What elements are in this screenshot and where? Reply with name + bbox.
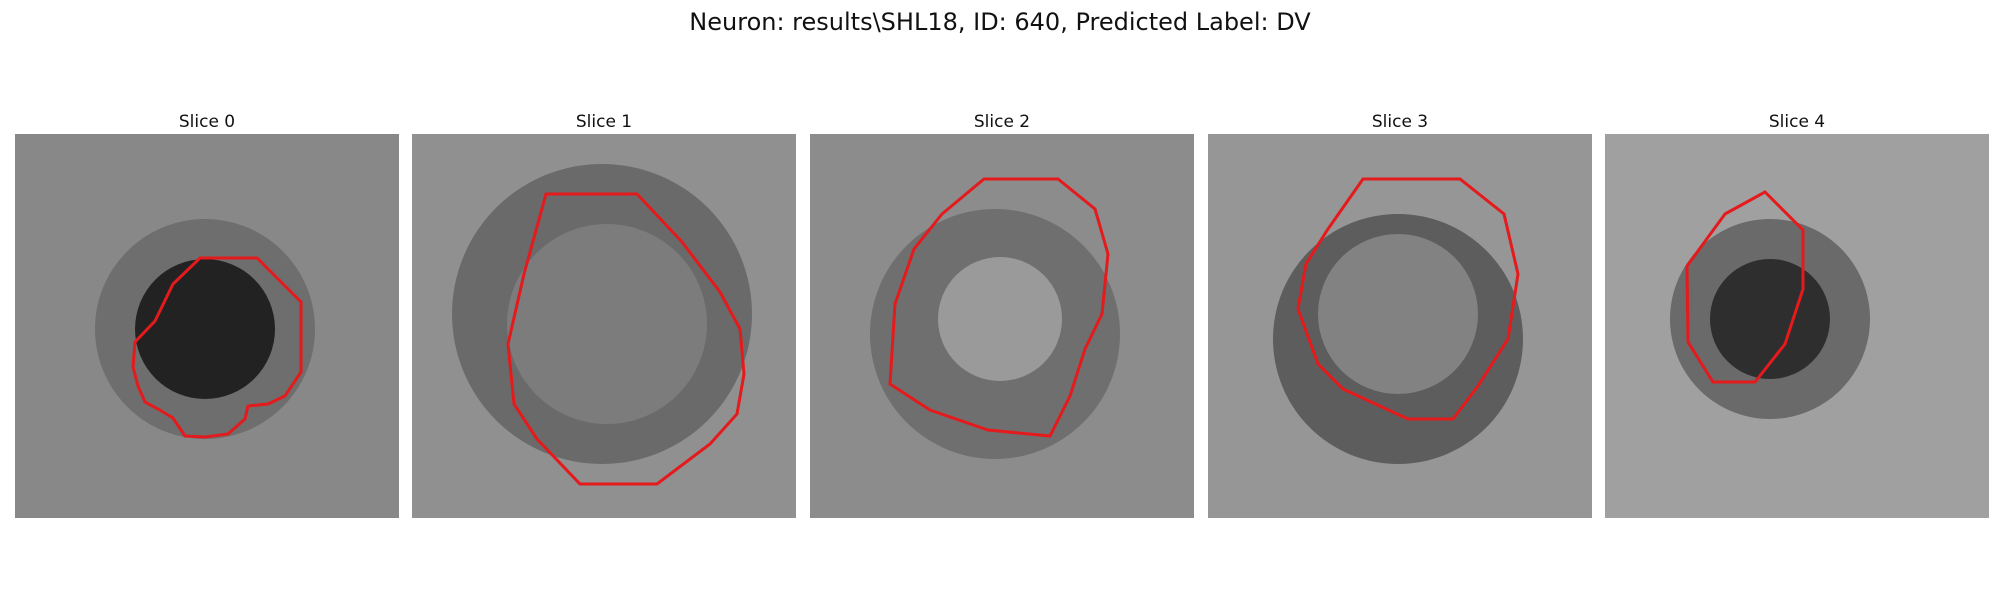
- slice-image: [810, 134, 1194, 518]
- slice-image: [1208, 134, 1592, 518]
- slice-panel-2: Slice 2: [810, 110, 1194, 518]
- slice-title: Slice 4: [1768, 112, 1826, 132]
- slice-image: [15, 134, 399, 518]
- slice-title: Slice 3: [1371, 112, 1429, 132]
- slice-title: Slice 0: [178, 112, 236, 132]
- slice-panel-3: Slice 3: [1208, 110, 1592, 518]
- slice-panel-4: Slice 4: [1605, 110, 1989, 518]
- slice-panel-0: Slice 0: [15, 110, 399, 518]
- slice-panel-1: Slice 1: [412, 110, 796, 518]
- slice-title: Slice 2: [973, 112, 1031, 132]
- slice-title: Slice 1: [575, 112, 633, 132]
- slice-image: [1605, 134, 1989, 518]
- slice-image: [412, 134, 796, 518]
- figure-title: Neuron: results\SHL18, ID: 640, Predicte…: [689, 8, 1311, 36]
